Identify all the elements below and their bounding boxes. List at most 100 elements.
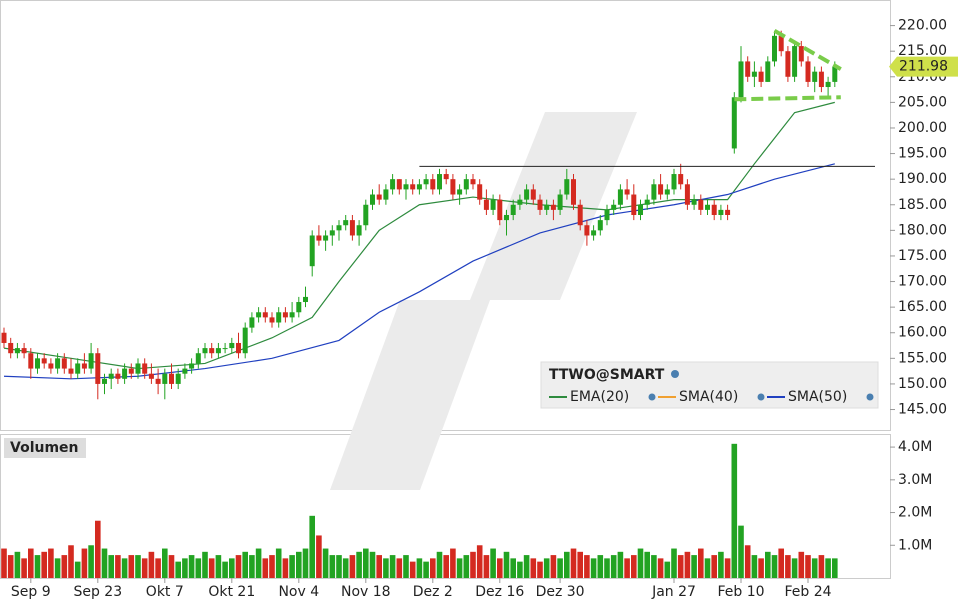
candle-body <box>785 51 791 77</box>
candle-body <box>772 35 777 62</box>
candle-body <box>115 373 121 379</box>
volume-bar <box>698 548 704 578</box>
y-tick-label: 175.00 <box>898 248 947 264</box>
volume-bar <box>617 551 624 578</box>
x-tick-label: Okt 7 <box>146 584 184 600</box>
legend-label: EMA(20) <box>570 389 629 405</box>
volume-bar <box>68 545 74 578</box>
volume-bar <box>128 555 135 578</box>
y-tick-label: 220.00 <box>898 18 947 34</box>
volume-tick-label: 2.0M <box>898 505 932 521</box>
volume-bar <box>61 555 68 578</box>
candle-body <box>463 179 469 190</box>
candle-body <box>725 209 731 215</box>
candle-body <box>296 302 302 313</box>
x-tick-label: Dez 16 <box>475 584 524 600</box>
volume-bar <box>476 545 483 578</box>
candle-body <box>370 194 375 205</box>
candle-body <box>591 230 597 236</box>
volume-bar <box>416 558 423 578</box>
y-tick-label: 200.00 <box>898 120 947 136</box>
volume-bar <box>162 548 168 578</box>
candle-body <box>316 235 322 241</box>
candle-body <box>135 363 141 374</box>
candle-body <box>544 204 550 210</box>
volume-bar <box>316 535 322 578</box>
volume-tick-label: 1.0M <box>898 537 932 553</box>
volume-bar <box>463 555 470 578</box>
volume-bar <box>738 525 744 578</box>
candle-body <box>195 353 201 364</box>
legend-icon <box>866 393 874 401</box>
volume-bar <box>450 548 456 578</box>
candle-body <box>698 199 704 210</box>
volume-bar <box>778 548 784 578</box>
candle-body <box>664 189 670 195</box>
volume-bar <box>302 548 309 578</box>
volume-bar <box>631 555 637 578</box>
volume-bar <box>584 555 590 578</box>
volume-bar <box>389 555 396 578</box>
volume-bar <box>121 558 128 578</box>
volume-bar <box>188 555 195 578</box>
candle-body <box>68 368 74 374</box>
volume-bar <box>141 558 148 578</box>
candle-body <box>678 174 684 185</box>
volume-bar <box>691 555 697 578</box>
volume-bar <box>249 555 255 578</box>
x-tick-label: Feb 10 <box>717 584 764 600</box>
volume-bar <box>791 558 798 578</box>
volume-bar <box>222 561 228 578</box>
volume-bar <box>490 548 496 578</box>
volume-bar <box>671 548 677 578</box>
candle-body <box>48 363 54 369</box>
volume-bar <box>832 558 838 578</box>
volume-bar <box>644 551 650 578</box>
volume-bar <box>718 551 724 578</box>
y-tick-label: 170.00 <box>898 274 947 290</box>
candle-body <box>684 184 690 205</box>
watermark <box>330 300 490 490</box>
candle-body <box>269 317 275 323</box>
volume-bar <box>590 558 597 578</box>
volume-bar <box>704 558 711 578</box>
candle-body <box>604 209 610 221</box>
candle-body <box>450 179 456 195</box>
candle-body <box>798 46 804 62</box>
volume-title-bg <box>4 438 86 458</box>
volume-bar <box>363 548 369 578</box>
volume-bar <box>322 548 329 578</box>
volume-bar <box>48 548 54 578</box>
candle-body <box>571 179 576 205</box>
volume-bar <box>497 558 503 578</box>
volume-bar <box>148 551 155 578</box>
candle-body <box>14 348 20 354</box>
candle-body <box>504 215 509 221</box>
volume-bar <box>651 555 657 578</box>
candle-body <box>61 358 67 369</box>
volume-bar <box>409 561 416 578</box>
volume-bar <box>731 443 738 578</box>
volume-bar <box>570 548 577 578</box>
y-tick-label: 195.00 <box>898 146 947 162</box>
volume-bar <box>744 545 751 578</box>
volume-bar <box>785 555 791 578</box>
trend-line <box>734 95 841 102</box>
candle-body <box>510 204 516 215</box>
volume-bar <box>523 555 530 578</box>
candle-body <box>262 312 268 318</box>
candle-body <box>175 373 181 384</box>
candle-body <box>825 81 831 88</box>
volume-bar <box>41 551 47 578</box>
candle-body <box>21 348 27 354</box>
volume-bar <box>564 551 570 578</box>
candle-body <box>745 61 751 77</box>
volume-bar <box>54 558 61 578</box>
legend-title: TTWO@SMART <box>549 367 665 383</box>
candle-body <box>75 363 81 374</box>
candle-body <box>35 358 40 369</box>
y-tick-label: 150.00 <box>898 376 947 392</box>
volume-bar <box>282 558 289 578</box>
x-tick-label: Dez 30 <box>536 584 585 600</box>
volume-bar <box>443 555 449 578</box>
